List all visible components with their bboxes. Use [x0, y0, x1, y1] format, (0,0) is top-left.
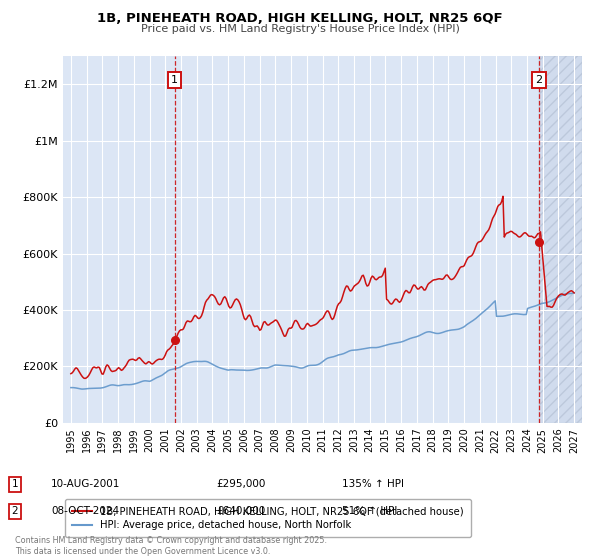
Legend: 1B, PINEHEATH ROAD, HIGH KELLING, HOLT, NR25 6QF (detached house), HPI: Average : 1B, PINEHEATH ROAD, HIGH KELLING, HOLT, … — [65, 500, 471, 538]
Text: 1B, PINEHEATH ROAD, HIGH KELLING, HOLT, NR25 6QF: 1B, PINEHEATH ROAD, HIGH KELLING, HOLT, … — [97, 12, 503, 25]
Text: 1: 1 — [11, 479, 19, 489]
Text: 08-OCT-2024: 08-OCT-2024 — [51, 506, 119, 516]
Text: Price paid vs. HM Land Registry's House Price Index (HPI): Price paid vs. HM Land Registry's House … — [140, 24, 460, 34]
Text: 10-AUG-2001: 10-AUG-2001 — [51, 479, 121, 489]
Text: 2: 2 — [11, 506, 19, 516]
Text: £640,000: £640,000 — [216, 506, 265, 516]
Text: 135% ↑ HPI: 135% ↑ HPI — [342, 479, 404, 489]
Bar — [539, 56, 582, 423]
Text: 51% ↑ HPI: 51% ↑ HPI — [342, 506, 397, 516]
Text: £295,000: £295,000 — [216, 479, 265, 489]
Text: 2: 2 — [536, 75, 543, 85]
Text: Contains HM Land Registry data © Crown copyright and database right 2025.
This d: Contains HM Land Registry data © Crown c… — [15, 536, 327, 556]
Text: 1: 1 — [171, 75, 178, 85]
